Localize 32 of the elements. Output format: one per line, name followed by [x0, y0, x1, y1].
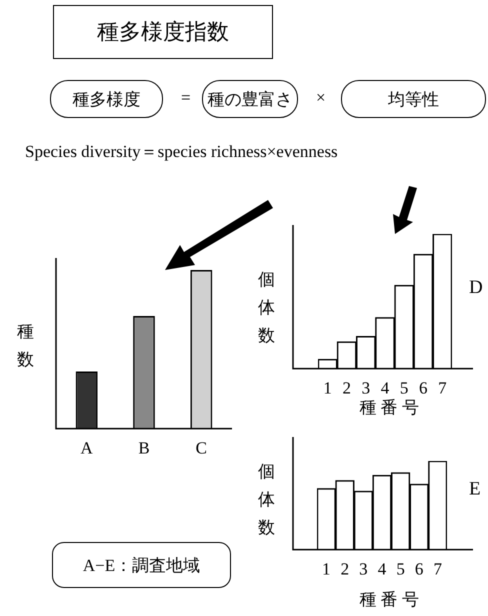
text: × [316, 88, 326, 107]
x-tick-label: 5 [400, 378, 408, 398]
text: Species diversity＝species richness×evenness [25, 142, 338, 161]
text: D [469, 276, 483, 298]
x-tick-label: 6 [419, 378, 428, 398]
x-tick-label: 1 [322, 559, 331, 578]
x-axis-title: 種 番 号 [358, 398, 420, 417]
x-tick-label: 4 [380, 378, 390, 398]
x-tick-label: 7 [438, 378, 448, 398]
x-tick-label: C [196, 438, 208, 458]
text: 均等性 [341, 80, 486, 118]
x-tick-label: 7 [433, 559, 442, 578]
text: A−E：調査地域 [52, 542, 231, 588]
x-axis-title: 種 番 号 [358, 590, 420, 609]
text: 種多様度 [50, 80, 163, 118]
x-tick-label: A [80, 438, 94, 458]
x-tick-label: 2 [340, 559, 350, 578]
x-tick-label: 6 [414, 559, 424, 578]
x-tick-label: 2 [342, 378, 351, 398]
text: = [181, 88, 191, 107]
x-tick-label: 5 [396, 559, 405, 578]
x-tick-label: 1 [323, 378, 332, 398]
x-tick-label: 4 [378, 559, 387, 578]
text: 種の豊富さ [202, 80, 298, 118]
chart-title: 種多様度指数 [53, 5, 273, 59]
x-tick-label: 3 [362, 378, 370, 398]
x-tick-label: B [138, 438, 150, 458]
y-axis-title: 個体数 [258, 461, 276, 539]
text: E [469, 478, 481, 500]
y-axis-title: 種数 [17, 321, 35, 371]
x-tick-label: 3 [359, 559, 368, 578]
y-axis-title: 個体数 [258, 269, 276, 347]
